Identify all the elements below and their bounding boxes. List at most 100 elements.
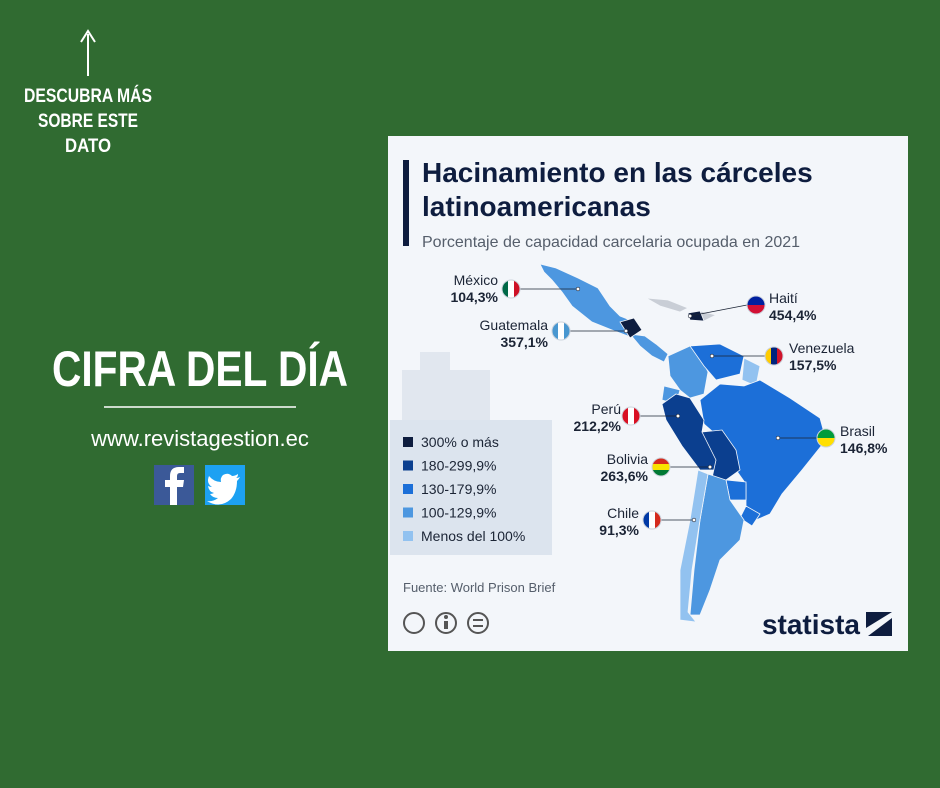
flag-stripe bbox=[817, 438, 835, 447]
flag-ring bbox=[501, 279, 521, 299]
legend-swatch bbox=[403, 437, 413, 447]
flag-ring bbox=[651, 457, 671, 477]
flag-stripe bbox=[649, 511, 655, 529]
flag bbox=[621, 406, 641, 426]
flag bbox=[764, 346, 784, 366]
flag bbox=[551, 321, 571, 341]
legend-label: 100-129,9% bbox=[421, 505, 497, 521]
flag bbox=[816, 428, 836, 448]
country-name: México bbox=[454, 272, 499, 288]
country-uruguay bbox=[739, 505, 761, 527]
cta-line[interactable]: SOBRE ESTE bbox=[38, 111, 138, 132]
leader-dot bbox=[691, 517, 697, 523]
country-name: Guatemala bbox=[480, 317, 549, 333]
cta-line[interactable]: DESCUBRA MÁS bbox=[24, 85, 152, 107]
legend-swatch bbox=[403, 460, 413, 471]
brand[interactable]: statista bbox=[762, 609, 860, 640]
legend-swatch bbox=[403, 484, 413, 494]
flag-stripe bbox=[655, 511, 661, 529]
flag-ring bbox=[816, 428, 836, 448]
country-name: Brasil bbox=[840, 423, 875, 439]
flag-ring bbox=[621, 406, 641, 426]
flag-ring bbox=[642, 510, 662, 530]
legend-swatch bbox=[403, 531, 413, 541]
nd-bar bbox=[473, 625, 483, 627]
country-name: Perú bbox=[591, 401, 621, 417]
country-value: 263,6% bbox=[601, 468, 649, 484]
flag-stripe bbox=[817, 429, 835, 438]
flag-stripe bbox=[652, 470, 670, 476]
leader-line bbox=[689, 304, 748, 317]
flag-stripe bbox=[634, 407, 640, 425]
by-icon-body bbox=[444, 621, 448, 629]
flag bbox=[501, 279, 521, 299]
legend-label: 300% o más bbox=[421, 434, 499, 450]
nd-bar bbox=[473, 619, 483, 621]
flag bbox=[651, 457, 671, 477]
nd-icon bbox=[467, 612, 489, 634]
flag-ring bbox=[551, 321, 571, 341]
cta-line[interactable]: DATO bbox=[65, 136, 111, 157]
card-title: Hacinamiento en las cárceles bbox=[422, 157, 813, 188]
legend-label: Menos del 100% bbox=[421, 528, 525, 544]
flag-ring bbox=[764, 346, 784, 366]
website[interactable]: www.revistagestion.ec bbox=[90, 426, 309, 451]
flag-stripe bbox=[652, 464, 670, 470]
leader-dot bbox=[775, 435, 781, 441]
cc-icon bbox=[403, 612, 425, 634]
legend-swatch bbox=[403, 507, 413, 518]
country-name: Bolivia bbox=[607, 451, 648, 467]
by-icon-head bbox=[444, 615, 448, 619]
headline: CIFRA DEL DÍA bbox=[52, 341, 348, 397]
by-icon bbox=[435, 612, 457, 634]
card-title: latinoamericanas bbox=[422, 191, 651, 222]
flag-stripe bbox=[765, 347, 771, 365]
flag-stripe bbox=[747, 296, 765, 305]
brand-logo bbox=[866, 612, 892, 636]
country-name: Venezuela bbox=[789, 340, 855, 356]
leader-dot bbox=[575, 286, 581, 292]
country-bolivia bbox=[701, 429, 741, 481]
leader-dot bbox=[707, 464, 713, 470]
legend-box bbox=[390, 420, 552, 555]
flag-stripe bbox=[514, 280, 520, 298]
country-chile bbox=[679, 469, 709, 623]
flag-stripe bbox=[777, 347, 783, 365]
source: Fuente: World Prison Brief bbox=[403, 580, 556, 595]
flag-stripe bbox=[552, 322, 558, 340]
twitter-glyph bbox=[207, 473, 240, 505]
legend-label: 180-299,9% bbox=[421, 458, 497, 474]
country-venezuela bbox=[689, 343, 745, 381]
flag bbox=[746, 295, 766, 315]
facebook-glyph bbox=[165, 467, 184, 505]
leader-dot bbox=[675, 413, 681, 419]
flag-stripe bbox=[652, 458, 670, 464]
flag-stripe bbox=[771, 347, 777, 365]
flag-stripe bbox=[564, 322, 570, 340]
leader-dot bbox=[709, 353, 715, 359]
flag-stripe bbox=[558, 322, 564, 340]
country-value: 212,2% bbox=[574, 418, 622, 434]
country-value: 91,3% bbox=[599, 522, 639, 538]
country-central-america bbox=[629, 333, 669, 363]
country-name: Haití bbox=[769, 290, 798, 306]
flag-stripe bbox=[643, 511, 649, 529]
flag-stripe bbox=[508, 280, 514, 298]
flag bbox=[642, 510, 662, 530]
arrow-head bbox=[80, 29, 96, 43]
country-value: 157,5% bbox=[789, 357, 837, 373]
country-value: 104,3% bbox=[451, 289, 499, 305]
card-subtitle: Porcentaje de capacidad carcelaria ocupa… bbox=[422, 234, 800, 251]
flag-stripe bbox=[502, 280, 508, 298]
leader-dot bbox=[687, 313, 693, 319]
country-value: 146,8% bbox=[840, 440, 888, 456]
country-value: 357,1% bbox=[501, 334, 549, 350]
map bbox=[539, 263, 827, 623]
flag-stripe bbox=[747, 305, 765, 314]
flag-stripe bbox=[628, 407, 634, 425]
country-value: 454,4% bbox=[769, 307, 817, 323]
flag-ring bbox=[746, 295, 766, 315]
leader-dot bbox=[623, 328, 629, 334]
